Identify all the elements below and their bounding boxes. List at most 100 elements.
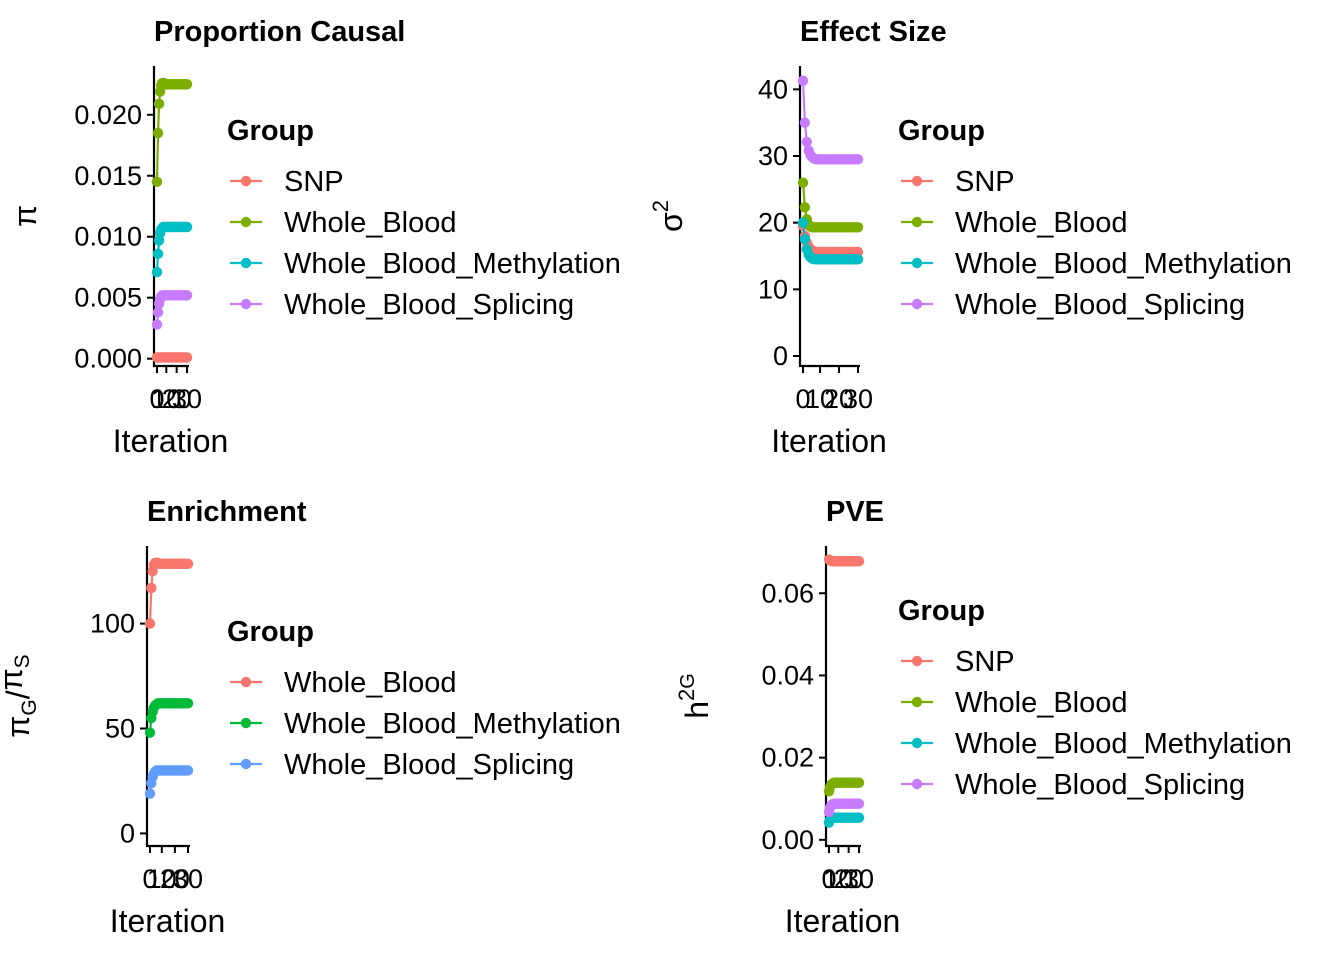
y-tick-label: 10: [758, 274, 788, 304]
data-point: [152, 127, 164, 139]
legend-label: Whole_Blood_Methylation: [284, 708, 621, 740]
legend-label: Whole_Blood: [955, 687, 1128, 719]
panel-title: Proportion Causal: [154, 16, 405, 48]
y-tick-label: 100: [90, 609, 135, 639]
y-tick-label: 0.02: [761, 743, 814, 773]
data-point: [181, 352, 193, 363]
legend-key-point: [240, 216, 252, 228]
legend-label: Whole_Blood_Splicing: [955, 289, 1245, 321]
y-axis-label: σ2: [648, 200, 689, 232]
data-point: [797, 75, 809, 86]
x-tick-label: 0: [821, 864, 836, 894]
x-tick-label: 0: [149, 384, 164, 414]
data-point: [797, 177, 809, 188]
data-point: [799, 234, 811, 245]
legend-label: Whole_Blood: [284, 667, 457, 699]
y-tick-label: 20: [758, 208, 788, 238]
panel-title: PVE: [826, 496, 884, 528]
legend-key-point: [240, 298, 252, 310]
legend-label: SNP: [955, 166, 1015, 198]
data-point: [853, 556, 865, 567]
legend-title: Group: [227, 616, 314, 648]
legend-title: Group: [898, 115, 985, 147]
legend-label: SNP: [955, 646, 1015, 678]
x-tick-label: 20: [824, 384, 854, 414]
legend-key-point: [240, 717, 252, 729]
panel-proportion-causal: Proportion Causal 0.000 0.005 0.010 0.015 0.…: [7, 16, 621, 459]
y-tick-label: 40: [758, 74, 788, 104]
x-tick-label: 30: [172, 384, 202, 414]
data-point: [852, 222, 864, 233]
data-point: [152, 307, 164, 318]
legend-label: Whole_Blood_Methylation: [284, 248, 621, 280]
legend-label: SNP: [284, 166, 344, 198]
x-axis-label: Iteration: [785, 903, 901, 939]
data-point: [853, 798, 865, 809]
y-tick-label: 0.06: [761, 578, 814, 608]
data-point: [182, 765, 194, 776]
legend-key-point: [240, 175, 252, 187]
y-tick-label: 0.04: [761, 660, 814, 690]
data-point: [182, 558, 194, 570]
x-axis-label: Iteration: [110, 903, 226, 939]
y-axis-label: h2G: [674, 673, 715, 719]
legend-key-point: [911, 778, 923, 790]
data-point: [797, 217, 809, 228]
data-point: [799, 202, 811, 213]
y-tick-label: 0.005: [74, 283, 142, 313]
x-tick-label: 20: [834, 864, 864, 894]
x-tick-label: 30: [173, 864, 203, 894]
x-tick-label: 10: [823, 864, 853, 894]
panel-effect-size: Effect Size 0102030400102030Iterationσ2 …: [648, 16, 1292, 459]
legend-key-point: [911, 298, 923, 310]
legend-key-point: [911, 257, 923, 269]
data-point: [853, 812, 865, 823]
data-point: [181, 221, 193, 233]
x-axis-label: Iteration: [113, 423, 229, 459]
y-tick-label: 0.010: [74, 222, 142, 252]
data-point: [146, 582, 157, 594]
y-tick-label: 0.020: [74, 100, 142, 130]
legend-title: Group: [898, 595, 985, 627]
legend-key-point: [240, 676, 252, 688]
data-point: [852, 154, 864, 165]
legend-key-point: [911, 175, 923, 187]
legend-key-point: [911, 696, 923, 708]
legend-key-point: [911, 737, 923, 749]
legend-key-point: [240, 257, 252, 269]
x-tick-label: 30: [843, 384, 873, 414]
y-axis-label: πG/πS: [0, 654, 41, 737]
data-point: [181, 290, 193, 301]
data-point: [801, 136, 812, 148]
data-point: [153, 98, 165, 110]
data-point: [151, 176, 163, 188]
y-tick-label: 0.00: [761, 825, 814, 855]
y-tick-label: 0.015: [74, 161, 142, 191]
data-point: [151, 266, 163, 278]
y-axis-label: π: [7, 205, 43, 227]
panel-pve: PVE 0.000.020.040.060102030Iterationh2G …: [674, 496, 1292, 939]
x-tick-label: 10: [805, 384, 835, 414]
y-tick-label: 0: [120, 818, 135, 848]
legend-label: Whole_Blood_Methylation: [955, 728, 1292, 760]
x-tick-label: 20: [162, 384, 192, 414]
legend-key-point: [240, 758, 252, 770]
data-point: [152, 248, 164, 260]
legend-label: Whole_Blood_Splicing: [284, 749, 574, 781]
data-point: [182, 698, 194, 709]
legend-label: Whole_Blood: [284, 207, 457, 239]
x-tick-label: 0: [795, 384, 810, 414]
legend-title: Group: [227, 115, 314, 147]
x-tick-label: 0: [142, 864, 157, 894]
panel-title: Enrichment: [147, 496, 307, 528]
data-point: [144, 727, 156, 738]
x-tick-label: 10: [151, 384, 181, 414]
data-point: [151, 319, 163, 330]
legend-label: Whole_Blood_Methylation: [955, 248, 1292, 280]
legend-label: Whole_Blood_Splicing: [284, 289, 574, 321]
y-tick-label: 30: [758, 141, 788, 171]
data-point: [144, 788, 156, 799]
y-tick-label: 50: [105, 714, 135, 744]
